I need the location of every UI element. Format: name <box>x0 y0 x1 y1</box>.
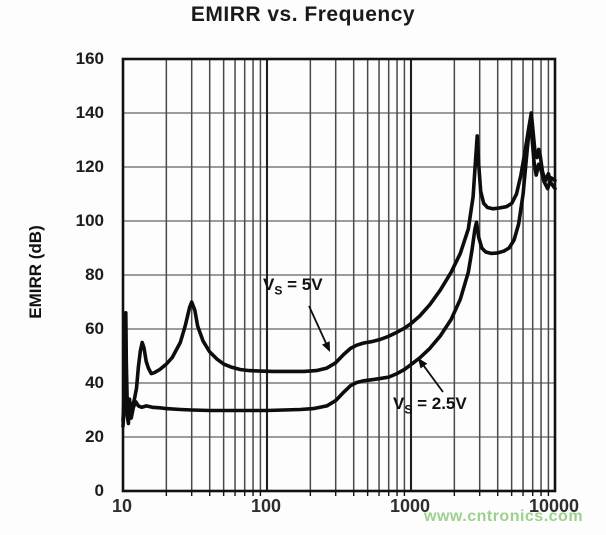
y-tick-label: 80 <box>85 265 104 284</box>
curve-vs-2p5v <box>121 116 557 426</box>
watermark-text: www.cntronics.com <box>424 508 584 525</box>
y-tick-label: 120 <box>75 157 104 176</box>
y-tick-label: 100 <box>75 211 104 230</box>
y-tick-label: 0 <box>94 481 104 500</box>
x-tick-label: 10 <box>111 496 133 516</box>
series-label-vs-5v: VS = 5V <box>263 275 323 297</box>
y-tick-label: 140 <box>75 103 104 122</box>
label-rest: = 2.5V <box>412 394 467 413</box>
label-sub: S <box>404 402 413 417</box>
label-v: V <box>393 394 405 413</box>
x-tick-label: 100 <box>250 496 282 516</box>
x-tick-label: 10000 <box>528 496 580 516</box>
series-label-vs-2p5v: VS = 2.5V <box>393 394 467 416</box>
curve-vs-5v <box>121 111 557 428</box>
y-tick-label: 40 <box>85 373 104 392</box>
chart-title: EMIRR vs. Frequency <box>190 3 416 26</box>
label-sub: S <box>274 283 283 298</box>
y-tick-label: 60 <box>85 319 104 338</box>
label-rest: = 5V <box>282 275 323 294</box>
label-v: V <box>263 275 275 294</box>
y-tick-label: 160 <box>75 49 104 68</box>
y-tick-label: 20 <box>85 427 104 446</box>
x-tick-label: 1000 <box>389 496 431 516</box>
